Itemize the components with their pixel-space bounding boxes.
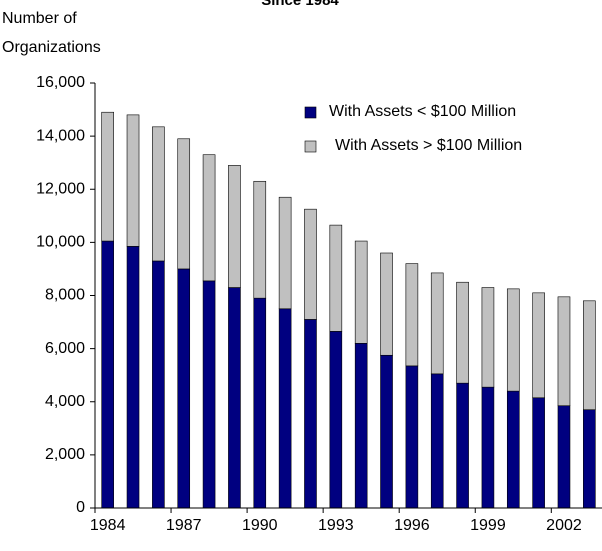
y-tick-label: 6,000 <box>45 340 85 357</box>
bar-segment <box>101 111 114 242</box>
bar-segment <box>380 354 393 509</box>
bar-segment <box>228 165 241 288</box>
bar-segment <box>152 126 165 262</box>
bar-segment <box>152 260 165 509</box>
bar-segment <box>380 252 393 356</box>
y-tick-label: 2,000 <box>45 446 85 463</box>
y-tick-label: 14,000 <box>36 127 85 144</box>
bar-segment <box>126 246 140 509</box>
y-tick-label: 16,000 <box>36 74 85 91</box>
legend-swatch <box>304 140 317 153</box>
legend-label: With Assets < $100 Million <box>329 103 516 120</box>
x-tick-label: 1996 <box>394 517 430 534</box>
bar-segment <box>329 331 343 509</box>
bar-segment <box>532 292 545 399</box>
bar-segment <box>405 365 419 509</box>
bar-segment <box>430 272 444 375</box>
bar-segment <box>304 319 317 509</box>
bar-segment <box>532 397 545 509</box>
bar-segment <box>481 287 495 388</box>
bar-segment <box>202 154 216 282</box>
bar-segment <box>329 224 343 332</box>
bar-segment <box>583 409 596 509</box>
x-tick-label: 1984 <box>90 517 126 534</box>
legend-swatch <box>304 106 317 119</box>
bar-segment <box>405 263 419 367</box>
x-tick-label: 1990 <box>242 517 278 534</box>
bar-segment <box>126 114 140 247</box>
bar-segment <box>177 268 191 509</box>
bar-segment <box>253 180 267 299</box>
x-tick-label: 1993 <box>318 517 354 534</box>
bar-segment <box>278 308 292 509</box>
bar-segment <box>557 296 571 407</box>
bar-segment <box>430 373 444 509</box>
bar-segment <box>506 390 520 509</box>
bar-segment <box>278 196 292 310</box>
bar-segment <box>304 208 317 320</box>
bar-segment <box>202 280 216 509</box>
bar-segment <box>583 300 596 411</box>
x-tick-label: 1987 <box>166 517 202 534</box>
legend-label: With Assets > $100 Million <box>335 137 522 154</box>
y-axis-label: Number of Organizations <box>2 10 101 56</box>
bar-segment <box>481 386 495 509</box>
x-tick-label: 1999 <box>470 517 506 534</box>
y-tick-label: 10,000 <box>36 234 85 251</box>
y-tick-label: 4,000 <box>45 393 85 410</box>
bar-segment <box>253 297 267 509</box>
bar-segment <box>177 138 191 270</box>
bar-segment <box>354 240 368 344</box>
y-tick-label: 8,000 <box>45 287 85 304</box>
chart-title: Since 1984 <box>261 0 339 9</box>
y-tick-label: 12,000 <box>36 180 85 197</box>
y-tick-label: 0 <box>76 499 85 516</box>
bar-segment <box>456 382 469 509</box>
x-tick-label: 2002 <box>546 517 582 534</box>
bar-segment <box>557 405 571 509</box>
bar-segment <box>354 343 368 509</box>
bar-segment <box>456 281 469 384</box>
bar-segment <box>228 287 241 509</box>
bar-segment <box>101 240 114 509</box>
bar-segment <box>506 288 520 392</box>
